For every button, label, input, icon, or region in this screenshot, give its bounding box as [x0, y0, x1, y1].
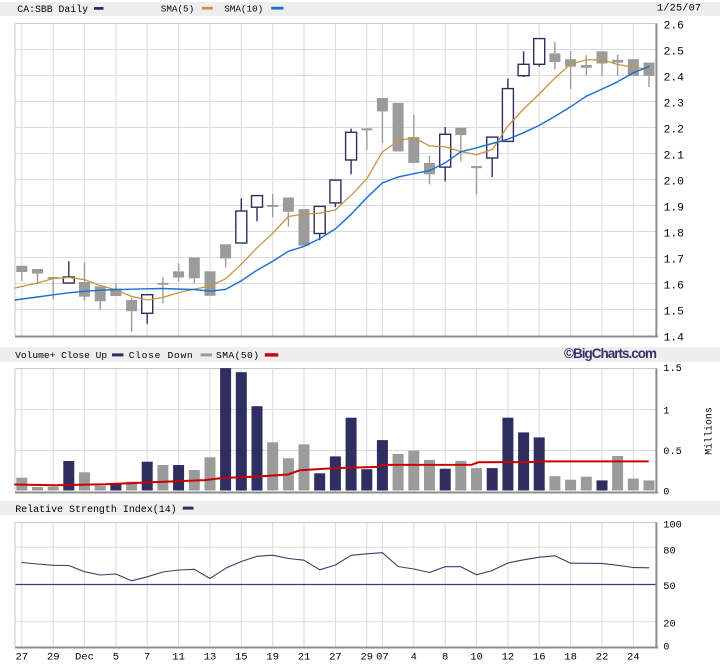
svg-text:21: 21	[298, 651, 311, 663]
svg-text:16: 16	[533, 651, 546, 663]
svg-text:27: 27	[15, 651, 28, 663]
svg-text:50: 50	[663, 581, 675, 593]
svg-text:Close Down: Close Down	[129, 350, 193, 361]
svg-text:1: 1	[663, 406, 669, 418]
svg-text:12: 12	[502, 651, 515, 663]
svg-text:24: 24	[627, 651, 640, 663]
svg-text:Millions: Millions	[704, 407, 715, 455]
svg-text:1.6: 1.6	[664, 280, 685, 292]
svg-text:0.5: 0.5	[663, 446, 682, 458]
svg-text:11: 11	[172, 651, 185, 663]
svg-text:2.6: 2.6	[664, 20, 685, 32]
svg-text:22: 22	[596, 651, 609, 663]
svg-text:0: 0	[663, 641, 669, 653]
svg-text:7: 7	[144, 651, 150, 663]
svg-text:80: 80	[663, 546, 675, 558]
svg-text:10: 10	[470, 651, 483, 663]
svg-text:07: 07	[376, 651, 389, 663]
svg-text:1.5: 1.5	[664, 306, 685, 318]
svg-text:18: 18	[564, 651, 577, 663]
svg-text:5: 5	[113, 651, 119, 663]
svg-text:Volume+ Close Up: Volume+ Close Up	[15, 350, 107, 361]
svg-text:2.5: 2.5	[664, 46, 685, 58]
svg-text:1.8: 1.8	[664, 228, 685, 240]
svg-text:1.4: 1.4	[664, 332, 685, 344]
svg-text:SMA(10): SMA(10)	[224, 4, 263, 15]
svg-text:SMA(50): SMA(50)	[216, 350, 259, 361]
svg-text:1.7: 1.7	[664, 254, 684, 266]
svg-text:27: 27	[329, 651, 342, 663]
svg-text:Dec: Dec	[75, 651, 94, 663]
svg-text:15: 15	[235, 651, 248, 663]
svg-text:2.4: 2.4	[664, 72, 685, 84]
svg-text:0: 0	[663, 487, 669, 499]
svg-text:20: 20	[663, 619, 675, 631]
svg-text:2.2: 2.2	[664, 124, 684, 136]
svg-text:1/25/07: 1/25/07	[657, 3, 701, 15]
svg-text:19: 19	[266, 651, 279, 663]
svg-text:2.3: 2.3	[664, 98, 685, 110]
svg-text:4: 4	[411, 651, 417, 663]
svg-text:1.5: 1.5	[663, 363, 682, 375]
svg-text:Relative Strength Index(14): Relative Strength Index(14)	[15, 504, 177, 516]
svg-text:29: 29	[360, 651, 373, 663]
svg-text:2.1: 2.1	[664, 150, 685, 162]
svg-text:©BigCharts.com: ©BigCharts.com	[564, 346, 657, 361]
svg-text:2.0: 2.0	[664, 176, 685, 188]
svg-text:SMA(5): SMA(5)	[161, 4, 194, 15]
svg-text:8: 8	[442, 651, 448, 663]
svg-text:29: 29	[47, 651, 60, 663]
svg-text:13: 13	[204, 651, 217, 663]
svg-text:1.9: 1.9	[664, 202, 684, 214]
svg-text:CA:SBB Daily: CA:SBB Daily	[17, 4, 88, 15]
svg-text:100: 100	[663, 519, 682, 531]
